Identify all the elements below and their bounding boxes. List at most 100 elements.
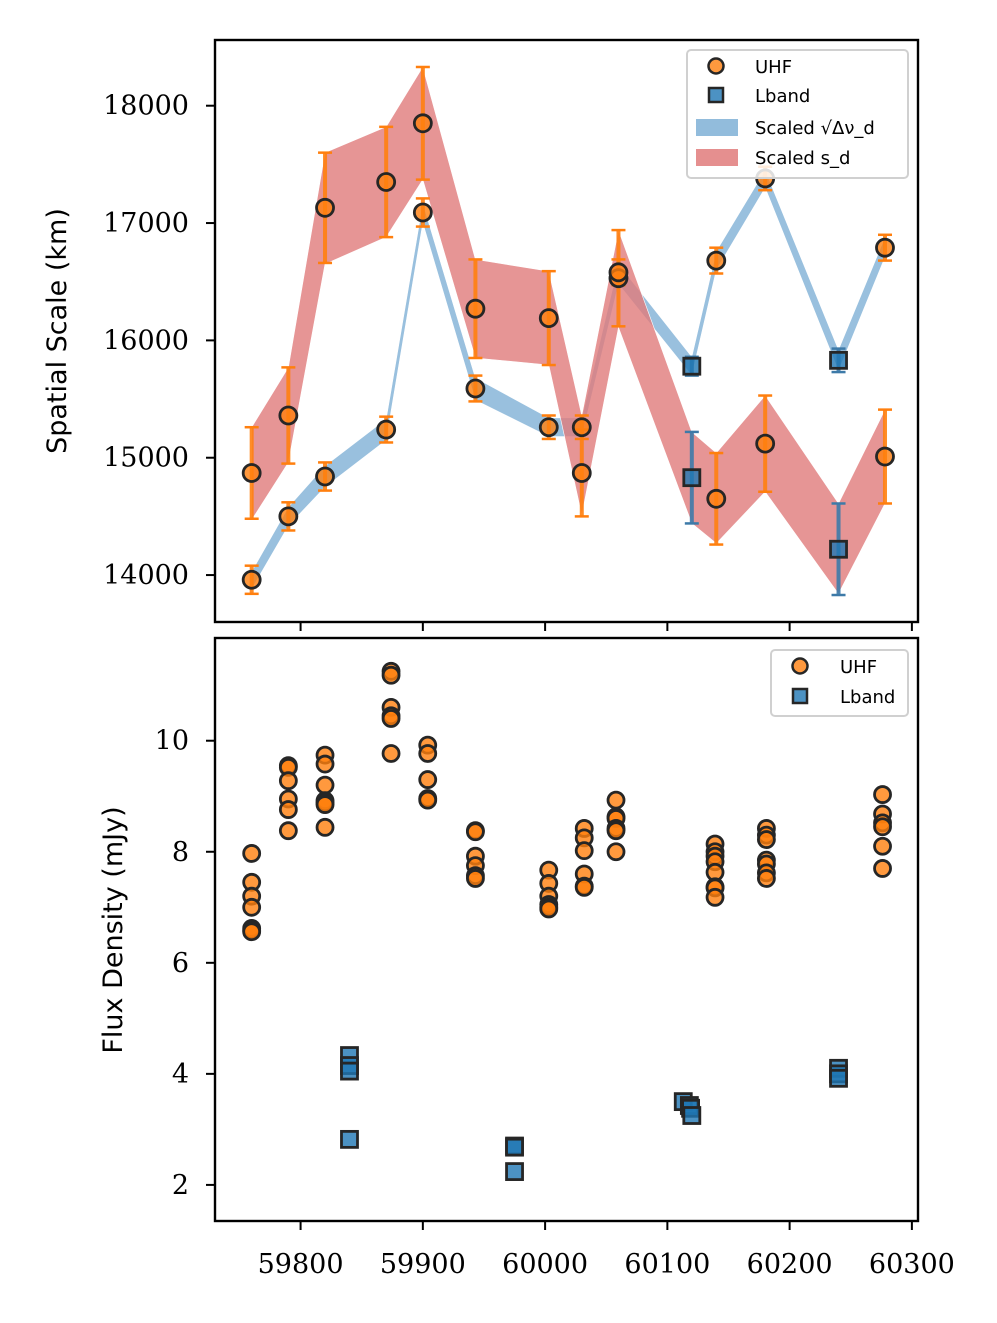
top-legend-box bbox=[686, 49, 909, 179]
flux-uhf-point bbox=[466, 869, 485, 888]
bottom-y-tick-label: 8 bbox=[172, 837, 189, 868]
bottom-legend-uhf-marker bbox=[791, 657, 809, 675]
bottom-x-tick-label: 60100 bbox=[624, 1249, 710, 1280]
bottom-points bbox=[242, 661, 892, 1181]
flux-uhf-point bbox=[873, 817, 892, 837]
flux-uhf-point bbox=[278, 800, 298, 819]
flux-uhf-point bbox=[418, 770, 438, 789]
flux-uhf-point bbox=[418, 744, 438, 763]
bottom-x-ticks: 59800 59900 60000 60100 60200 60300 bbox=[258, 1221, 955, 1280]
flux-uhf-point bbox=[242, 844, 262, 863]
bottom-y-tick-label: 6 bbox=[172, 948, 189, 979]
uhf-point bbox=[465, 378, 486, 399]
flux-density-panel: 2 4 6 8 10 59800 59900 60000 60100 60200 60300 Fl… bbox=[98, 636, 955, 1280]
flux-uhf-point bbox=[381, 744, 401, 763]
flux-uhf-point bbox=[315, 775, 335, 795]
flux-uhf-point bbox=[315, 817, 335, 837]
flux-uhf-point bbox=[756, 869, 776, 888]
uhf-point bbox=[315, 197, 335, 218]
bottom-legend-lband-label: Lband bbox=[840, 687, 895, 708]
uhf-point bbox=[412, 113, 433, 134]
top-y-tick-label: 16000 bbox=[103, 325, 189, 356]
bottom-x-tick-label: 60300 bbox=[869, 1249, 955, 1280]
uhf-point bbox=[241, 463, 262, 483]
flux-uhf-point bbox=[606, 821, 626, 841]
lband-point bbox=[682, 468, 702, 488]
bottom-x-tick-label: 60000 bbox=[502, 1249, 588, 1280]
bottom-y-tick-label: 10 bbox=[155, 726, 189, 757]
uhf-point bbox=[755, 433, 776, 454]
top-legend-blue-band-patch bbox=[696, 119, 738, 136]
uhf-point bbox=[376, 172, 397, 192]
uhf-point bbox=[315, 466, 335, 487]
flux-uhf-point bbox=[315, 795, 335, 814]
uhf-point bbox=[571, 417, 592, 438]
bottom-x-tick-label: 59900 bbox=[380, 1249, 466, 1280]
top-y-tick-label: 17000 bbox=[103, 208, 189, 239]
uhf-point bbox=[538, 308, 559, 328]
flux-uhf-point bbox=[418, 790, 438, 810]
bottom-legend-uhf-label: UHF bbox=[840, 657, 877, 678]
lband-point bbox=[829, 539, 848, 559]
top-y-ticks: 14000 15000 16000 17000 18000 bbox=[103, 91, 215, 591]
uhf-point bbox=[875, 446, 895, 467]
flux-uhf-point bbox=[574, 841, 594, 861]
flux-uhf-point bbox=[278, 771, 298, 791]
flux-uhf-point bbox=[705, 887, 725, 907]
flux-uhf-point bbox=[756, 830, 776, 849]
top-x-ticks bbox=[299, 622, 913, 631]
flux-uhf-point bbox=[315, 754, 335, 774]
uhf-point bbox=[465, 298, 486, 319]
top-y-tick-label: 14000 bbox=[103, 560, 189, 591]
uhf-point bbox=[608, 262, 629, 283]
uhf-point bbox=[241, 569, 262, 590]
bottom-legend-lband-marker bbox=[791, 687, 809, 705]
bottom-y-ticks: 2 4 6 8 10 bbox=[155, 726, 215, 1201]
top-legend-uhf-marker bbox=[707, 57, 725, 75]
flux-lband-point bbox=[505, 1162, 524, 1181]
bottom-y-tick-label: 4 bbox=[172, 1059, 189, 1090]
flux-uhf-point bbox=[381, 665, 401, 685]
flux-lband-point bbox=[682, 1106, 702, 1125]
flux-uhf-point bbox=[606, 790, 626, 810]
top-axes-frame bbox=[213, 38, 920, 624]
top-y-tick-label: 18000 bbox=[103, 91, 189, 122]
lband-point bbox=[829, 350, 848, 370]
top-legend: UHF Lband Scaled √Δν_d Scaled s_d bbox=[686, 49, 909, 179]
flux-uhf-point bbox=[873, 859, 892, 878]
bottom-x-tick-label: 60200 bbox=[747, 1249, 833, 1280]
flux-uhf-point bbox=[466, 822, 485, 842]
top-legend-uhf-label: UHF bbox=[755, 57, 792, 78]
uhf-point bbox=[412, 202, 433, 223]
flux-uhf-point bbox=[278, 821, 298, 841]
flux-uhf-point bbox=[574, 877, 594, 897]
spatial-scale-panel: 14000 15000 16000 17000 18000 Spatial Scale … bbox=[42, 38, 920, 631]
top-points bbox=[241, 113, 895, 590]
flux-uhf-point bbox=[873, 836, 892, 856]
uhf-point bbox=[706, 488, 727, 509]
flux-uhf-point bbox=[381, 709, 401, 728]
uhf-point bbox=[278, 405, 299, 426]
flux-uhf-point bbox=[606, 842, 626, 862]
flux-lband-point bbox=[505, 1137, 524, 1157]
top-y-axis-label: Spatial Scale (km) bbox=[42, 208, 73, 454]
uhf-point bbox=[538, 417, 559, 438]
top-y-tick-label: 15000 bbox=[103, 443, 189, 474]
uhf-point bbox=[376, 419, 397, 440]
uhf-point bbox=[875, 237, 895, 258]
flux-lband-point bbox=[829, 1068, 848, 1088]
top-legend-lband-marker bbox=[707, 86, 725, 104]
bottom-x-tick-label: 59800 bbox=[258, 1249, 344, 1280]
bottom-y-tick-label: 2 bbox=[172, 1170, 189, 1201]
bottom-axes-frame bbox=[213, 636, 920, 1223]
top-legend-red-band-label: Scaled s_d bbox=[755, 148, 850, 169]
flux-uhf-point bbox=[539, 899, 559, 919]
bottom-legend: UHF Lband bbox=[770, 649, 909, 717]
flux-uhf-point bbox=[242, 897, 262, 917]
uhf-point bbox=[571, 463, 592, 483]
flux-lband-point bbox=[340, 1061, 359, 1081]
flux-uhf-point bbox=[873, 785, 892, 804]
top-legend-red-band-patch bbox=[696, 149, 738, 166]
uhf-point bbox=[706, 250, 727, 271]
